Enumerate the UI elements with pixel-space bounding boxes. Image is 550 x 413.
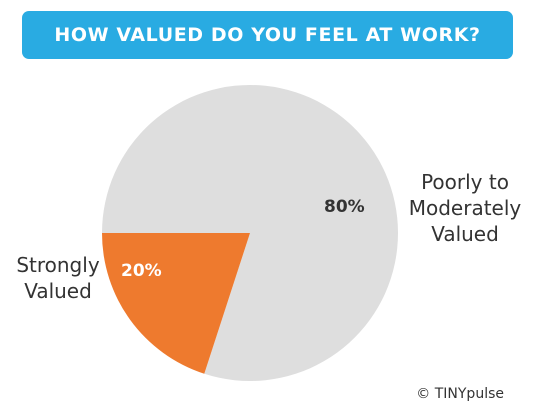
credit-text: © TINYpulse — [416, 386, 504, 402]
pie-slice-poorly-to-moderately-valued — [102, 85, 399, 382]
value-label-80-percent: 80% — [324, 197, 365, 217]
chart-title: HOW VALUED DO YOU FEEL AT WORK? — [54, 24, 481, 46]
title-banner: HOW VALUED DO YOU FEEL AT WORK? — [22, 11, 513, 59]
slice-label-strongly-valued: Strongly Valued — [16, 253, 100, 303]
slice-label-poorly-to-moderately-valued: Poorly to Moderately Valued — [408, 170, 522, 246]
pie-slice-strongly-valued — [102, 233, 250, 374]
value-label-20-percent: 20% — [121, 261, 162, 281]
